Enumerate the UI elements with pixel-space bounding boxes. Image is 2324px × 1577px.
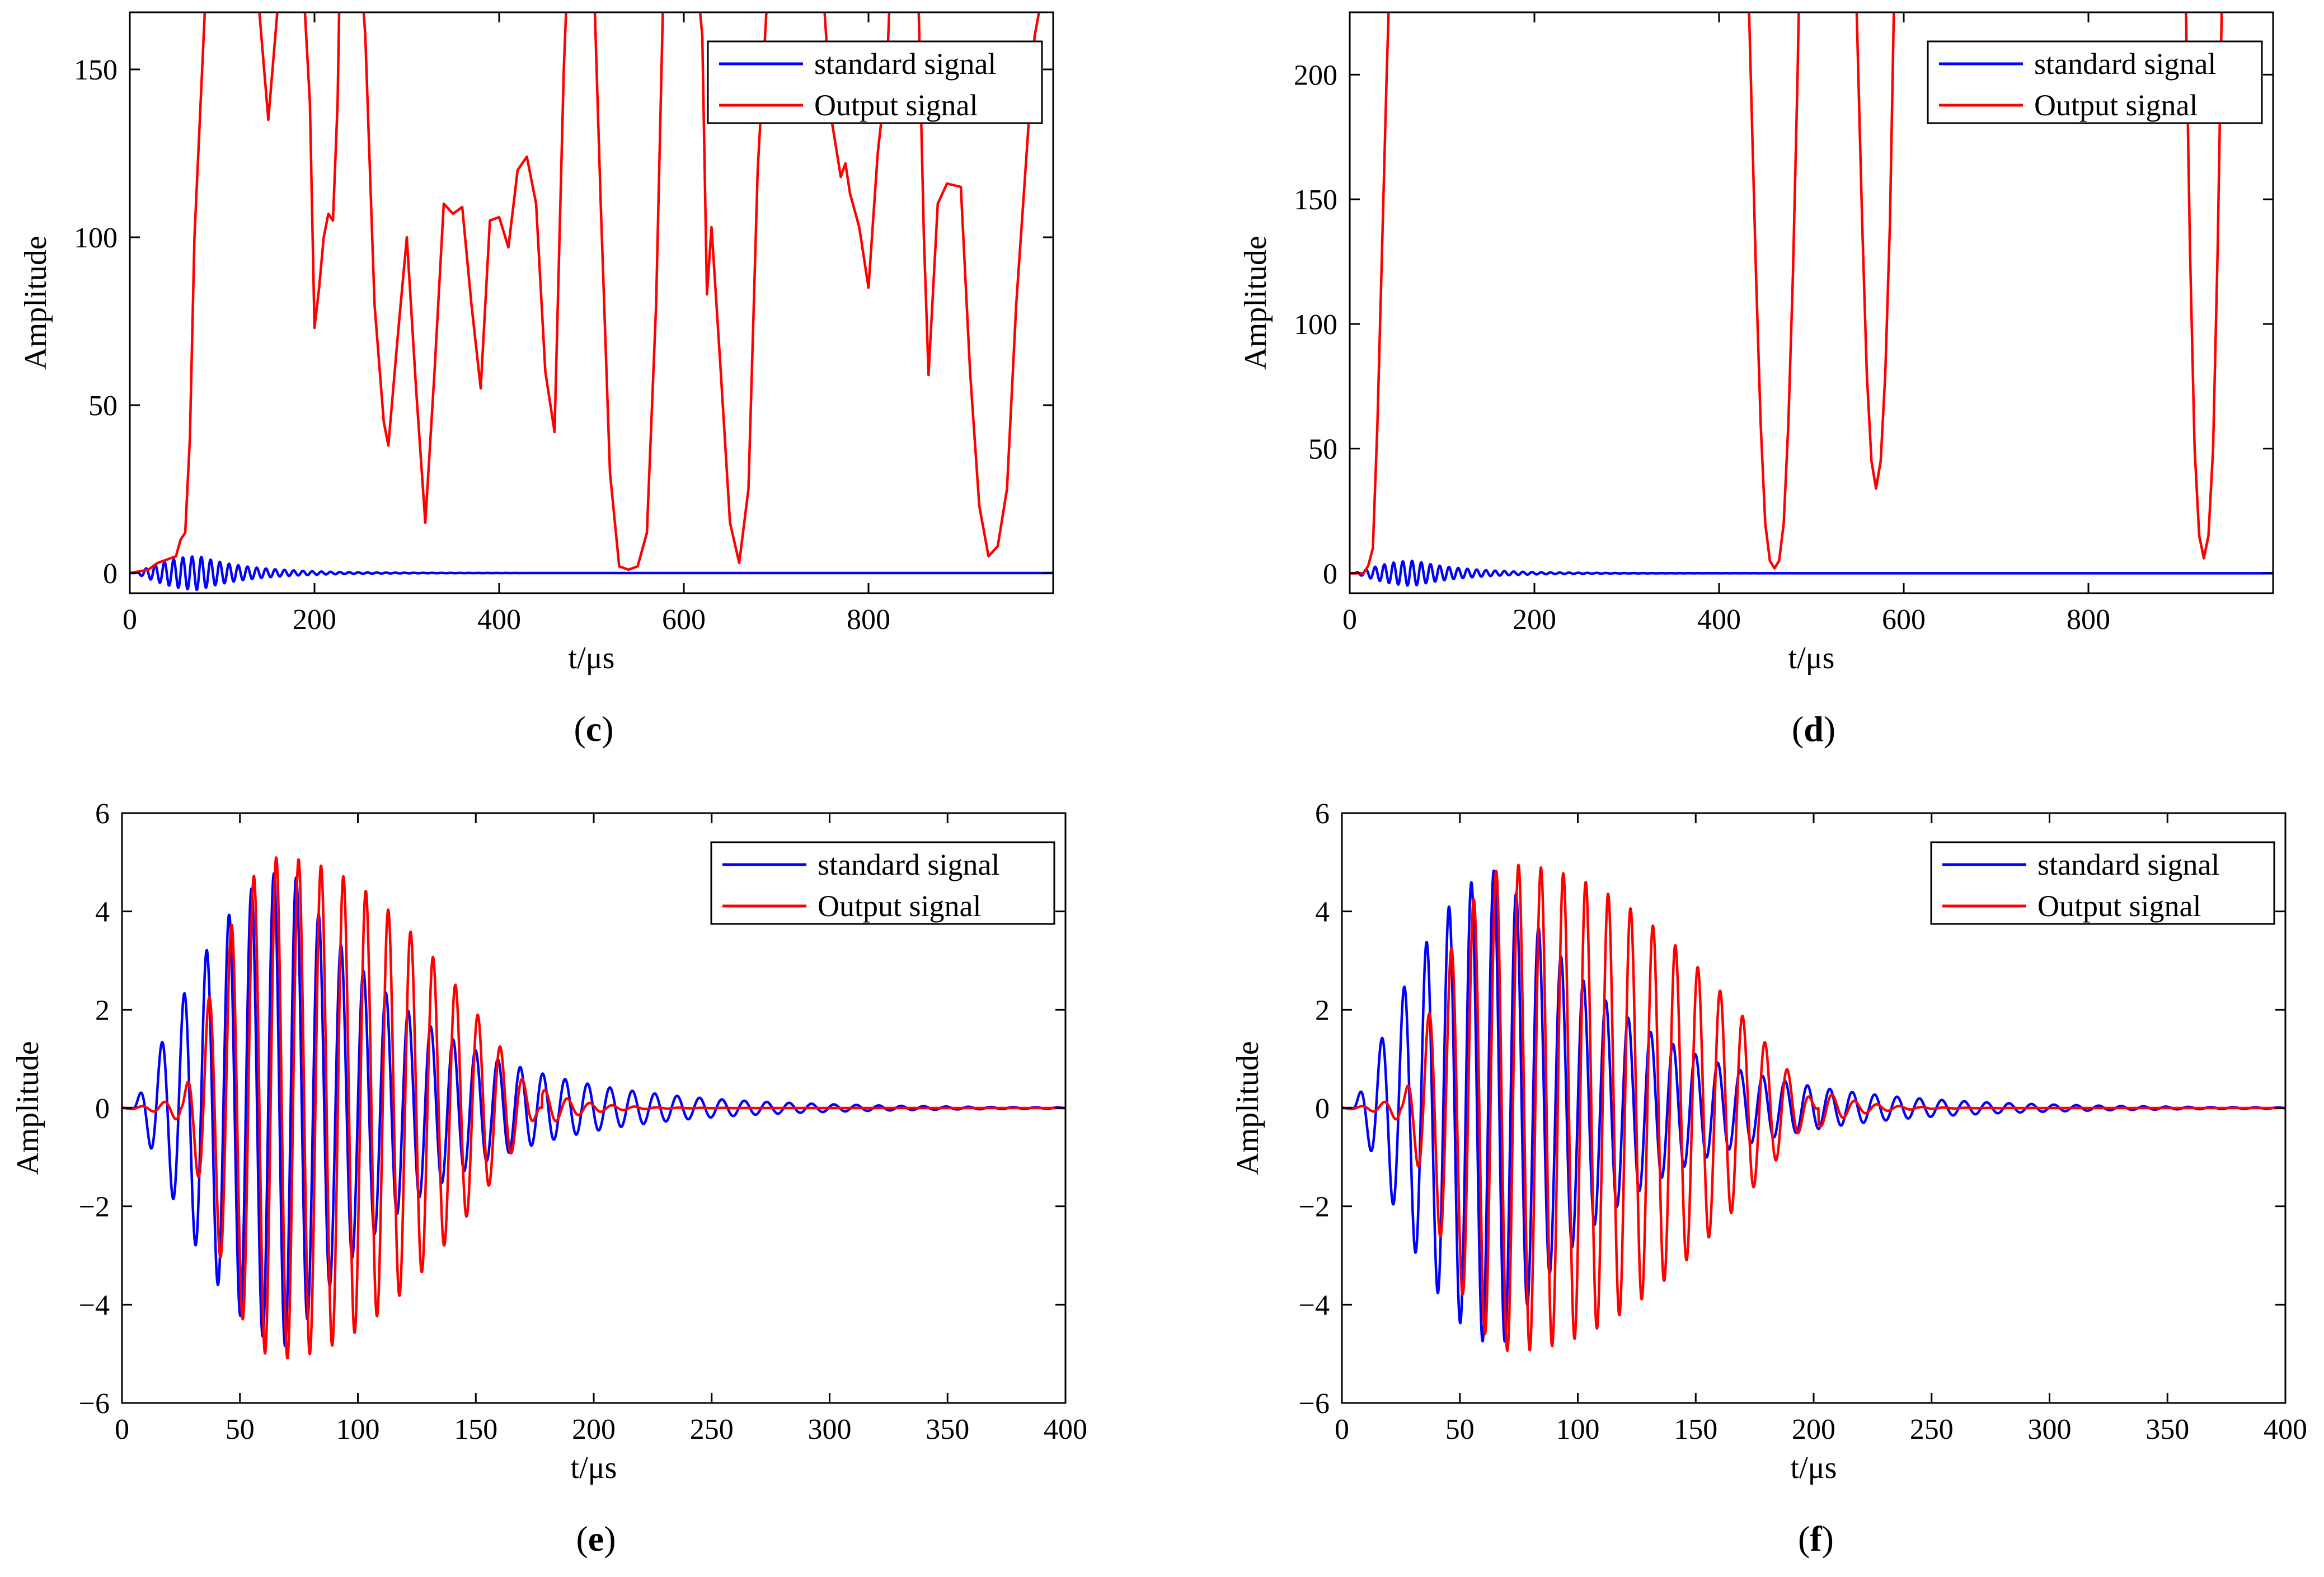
- y-tick-label: −2: [1299, 1191, 1330, 1223]
- x-tick-label: 600: [662, 604, 706, 636]
- y-axis-label: Amplitude: [1238, 236, 1273, 370]
- y-tick-label: 4: [1315, 897, 1330, 928]
- legend-box: [707, 40, 1043, 124]
- x-axis-label: t/μs: [1788, 641, 1835, 675]
- y-tick-label: −4: [79, 1289, 110, 1321]
- x-tick-label: 0: [1335, 1414, 1349, 1445]
- x-tick-label: 100: [336, 1414, 380, 1445]
- y-tick-label: 4: [95, 897, 110, 928]
- x-tick-label: 150: [454, 1414, 497, 1445]
- y-tick-label: −4: [1299, 1289, 1330, 1321]
- legend: standard signal Output signal: [707, 40, 1043, 124]
- x-tick-label: 300: [808, 1414, 852, 1445]
- y-tick-label: 0: [95, 1093, 110, 1125]
- legend-box: [1930, 841, 2275, 925]
- x-tick-label: 250: [690, 1414, 734, 1445]
- axes-box: [1349, 11, 2274, 594]
- x-tick-label: 0: [123, 604, 137, 636]
- x-tick-label: 150: [1674, 1414, 1717, 1445]
- y-axis-label: Amplitude: [18, 236, 53, 370]
- panel-label: (c): [574, 709, 613, 749]
- x-tick-label: 250: [1910, 1414, 1954, 1445]
- legend: standard signal Output signal: [1927, 40, 2263, 124]
- legend-output-label: Output signal: [814, 88, 978, 122]
- x-tick-label: 300: [2028, 1414, 2072, 1445]
- y-tick-label: 150: [74, 54, 118, 86]
- legend-output-label: Output signal: [818, 889, 982, 923]
- x-tick-label: 200: [293, 604, 336, 636]
- y-tick-label: 100: [1294, 309, 1337, 341]
- x-tick-label: 0: [1342, 604, 1357, 636]
- panel-label: (d): [1792, 709, 1835, 749]
- chart-panel-f: 0 50 100 150 200 250 300 350 400 −6 −4 −2 0 2 4 6 t/μs Am…: [1231, 798, 2307, 1559]
- x-tick-label: 800: [847, 604, 890, 636]
- y-tick-label: −6: [79, 1388, 110, 1420]
- y-tick-label: −6: [1299, 1388, 1330, 1420]
- x-tick-label: 100: [1556, 1414, 1600, 1445]
- y-tick-label: 150: [1294, 184, 1337, 216]
- x-tick-label: 350: [926, 1414, 969, 1445]
- output-signal-line: [122, 856, 1065, 1360]
- x-tick-label: 200: [572, 1414, 616, 1445]
- x-tick-label: 200: [1792, 1414, 1835, 1445]
- x-tick-label: 400: [1044, 1414, 1087, 1445]
- legend-box: [1927, 40, 2263, 124]
- x-tick-label: 350: [2145, 1414, 2189, 1445]
- legend-output-label: Output signal: [2034, 88, 2198, 122]
- legend-box: [710, 841, 1055, 925]
- y-tick-label: 50: [1308, 434, 1337, 466]
- x-tick-label: 400: [477, 604, 521, 636]
- standard-signal-line: [130, 555, 1053, 592]
- y-tick-label: 0: [103, 558, 118, 590]
- y-tick-label: 200: [1294, 59, 1337, 91]
- legend-standard-label: standard signal: [814, 47, 996, 81]
- x-tick-label: 400: [1697, 604, 1741, 636]
- x-axis-label: t/μs: [569, 641, 615, 675]
- output-signal-line: [1350, 12, 2223, 575]
- y-axis-label: Amplitude: [11, 1041, 45, 1175]
- x-tick-label: 800: [2067, 604, 2110, 636]
- chart-panel-e: 0 50 100 150 200 250 300 350 400 −6 −4 −2 0 2 4 6 t/μs Am…: [11, 798, 1087, 1559]
- legend-standard-label: standard signal: [818, 848, 999, 881]
- standard-signal-line: [1350, 559, 2273, 587]
- legend: standard signal Output signal: [1930, 841, 2275, 925]
- x-tick-label: 0: [115, 1414, 129, 1445]
- y-axis-label: Amplitude: [1231, 1041, 1265, 1175]
- output-signal-line: [1342, 863, 2285, 1353]
- x-tick-label: 400: [2264, 1414, 2307, 1445]
- y-tick-label: 0: [1323, 558, 1337, 590]
- output-signal-line: [130, 12, 1040, 575]
- chart-panel-c: 0 200 400 600 800 0 50 100 150 t/μs Amplitude (c) st…: [18, 11, 1054, 749]
- y-tick-label: −2: [79, 1191, 110, 1223]
- x-tick-label: 600: [1882, 604, 1926, 636]
- legend: standard signal Output signal: [710, 841, 1055, 925]
- y-tick-label: 2: [95, 994, 110, 1026]
- panel-label: (f): [1798, 1519, 1834, 1559]
- y-tick-label: 100: [74, 222, 118, 254]
- legend-standard-label: standard signal: [2034, 47, 2216, 81]
- x-axis-label: t/μs: [1791, 1451, 1837, 1485]
- chart-panel-d: 0 200 400 600 800 0 50 100 150 200 t/μs Amplitude (d…: [1238, 11, 2274, 749]
- x-axis-label: t/μs: [571, 1451, 617, 1485]
- standard-signal-line: [122, 872, 1065, 1348]
- x-tick-label: 50: [1445, 1414, 1475, 1445]
- y-tick-label: 6: [95, 798, 110, 830]
- y-tick-label: 0: [1315, 1093, 1330, 1125]
- y-tick-label: 2: [1315, 994, 1330, 1026]
- legend-output-label: Output signal: [2037, 889, 2201, 923]
- y-tick-label: 50: [88, 390, 118, 422]
- x-tick-label: 200: [1513, 604, 1556, 636]
- axes-box: [129, 11, 1054, 594]
- legend-standard-label: standard signal: [2037, 848, 2219, 881]
- y-tick-label: 6: [1315, 798, 1330, 830]
- panel-label: (e): [576, 1519, 616, 1559]
- x-tick-label: 50: [226, 1414, 255, 1445]
